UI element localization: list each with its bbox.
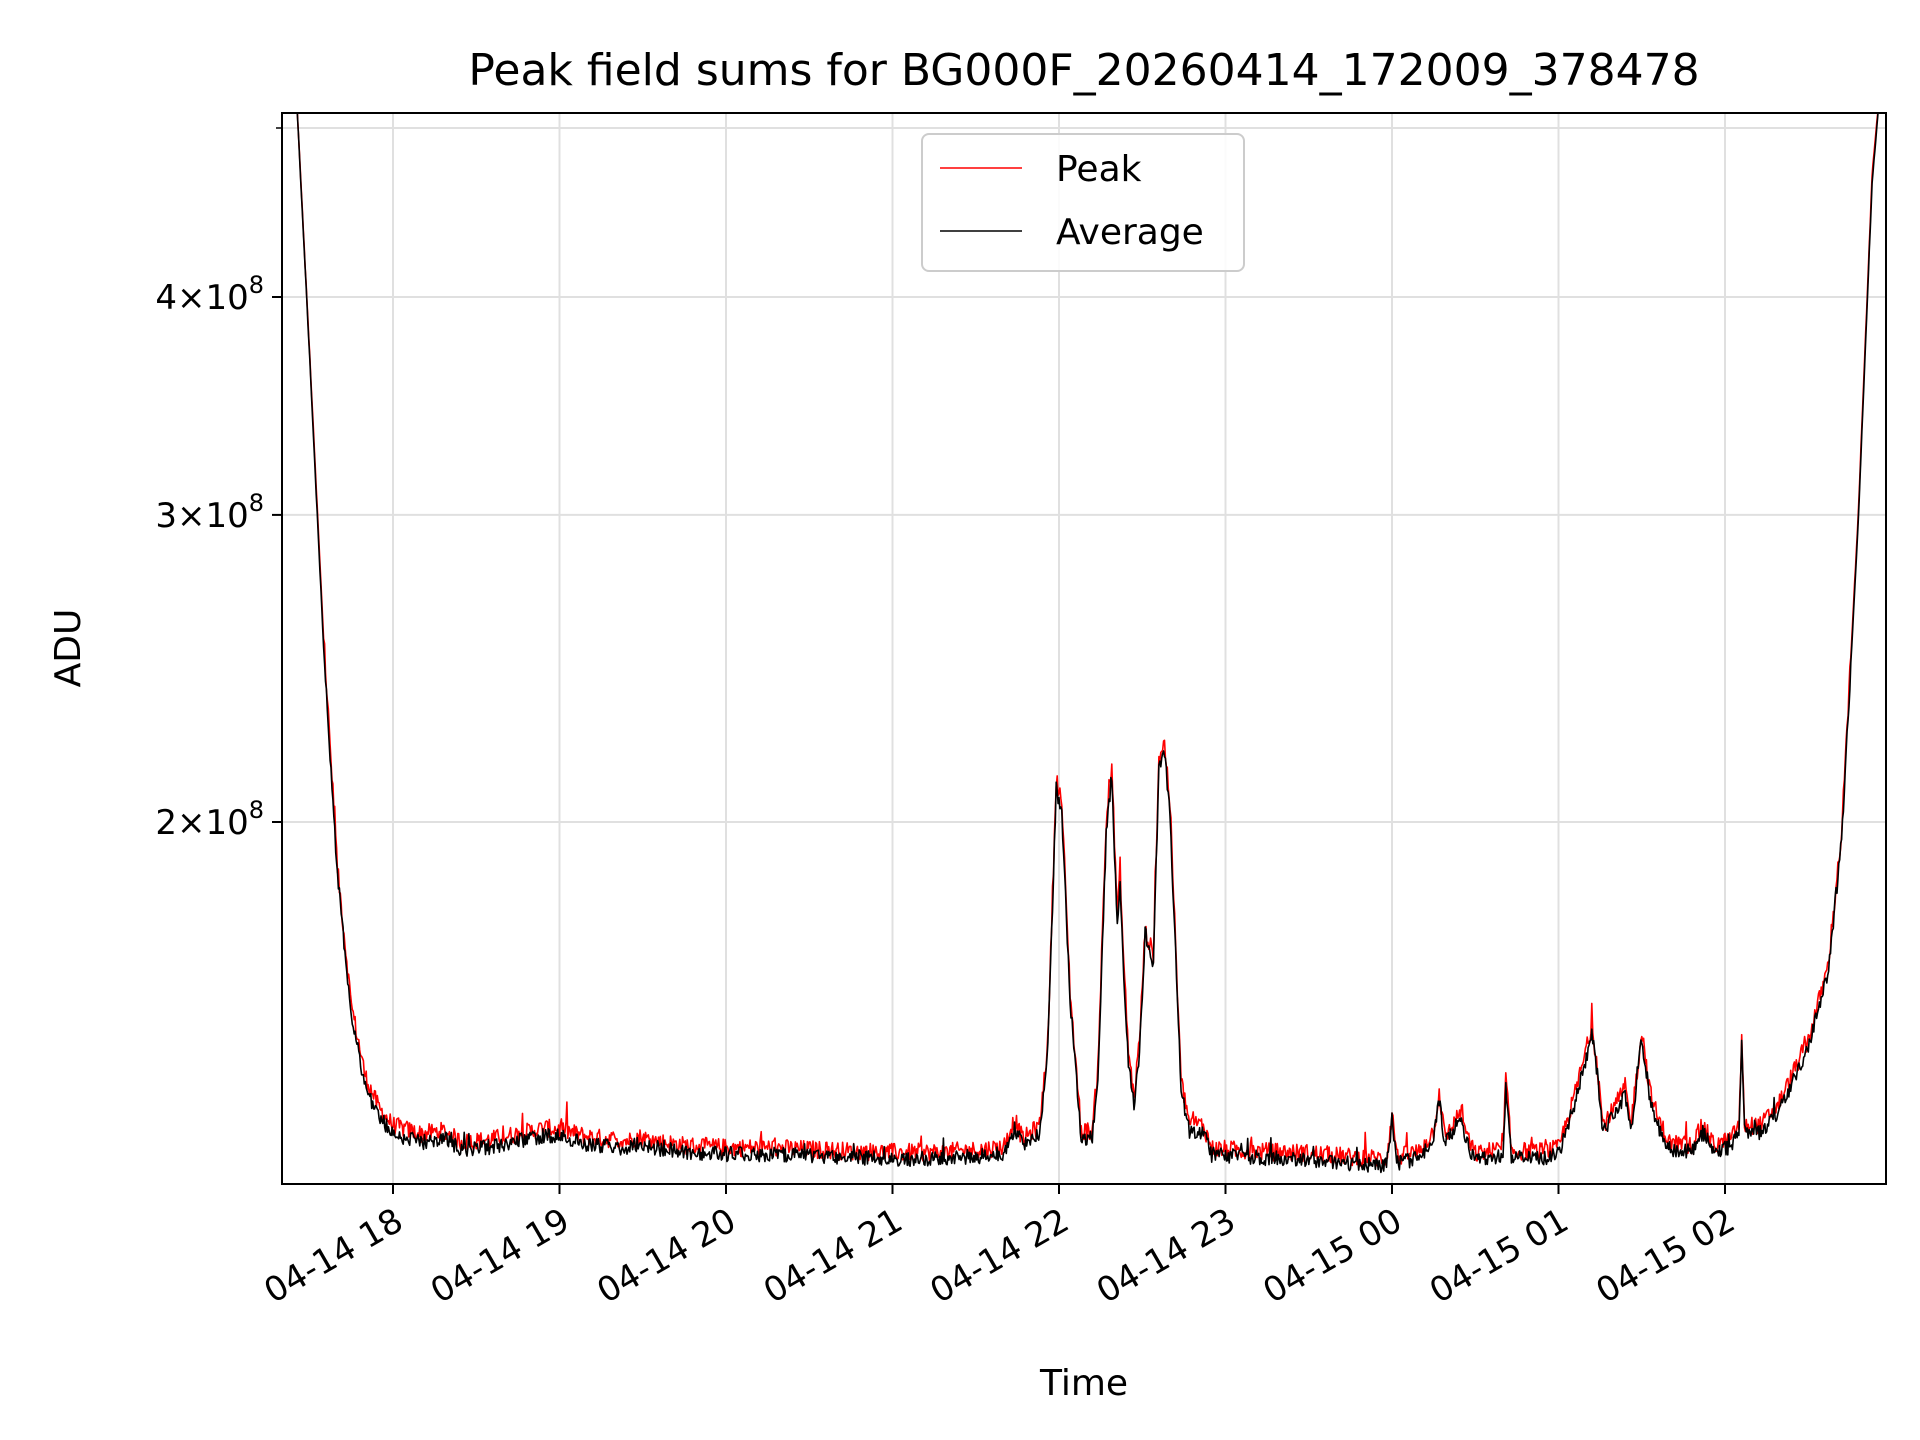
series-line-peak bbox=[296, 113, 1879, 1168]
chart-title: Peak field sums for BG000F_20260414_1720… bbox=[468, 45, 1699, 96]
grid bbox=[282, 113, 1886, 1184]
legend-label-average: Average bbox=[1056, 212, 1204, 253]
y-tick-times: ×10 bbox=[177, 803, 249, 843]
y-axis-label: ADU bbox=[48, 609, 89, 688]
y-tick-mantissa: 3 bbox=[155, 496, 177, 536]
y-tick-exponent: 8 bbox=[249, 489, 264, 517]
y-tick-label: 4×108 bbox=[155, 271, 264, 318]
legend-label-peak: Peak bbox=[1056, 149, 1142, 190]
y-tick-label: 3×108 bbox=[155, 489, 264, 536]
plot-frame bbox=[281, 112, 1887, 1185]
y-tick-times: ×10 bbox=[177, 278, 249, 318]
series-layer bbox=[296, 113, 1879, 1174]
y-tick-exponent: 8 bbox=[249, 271, 264, 299]
y-tick-exponent: 8 bbox=[249, 796, 264, 824]
x-axis-label: Time bbox=[1039, 1363, 1128, 1404]
y-tick-label: 2×108 bbox=[155, 796, 264, 843]
y-tick-mantissa: 2 bbox=[155, 803, 177, 843]
y-tick-times: ×10 bbox=[177, 496, 249, 536]
series-line-average bbox=[296, 113, 1879, 1174]
legend: Peak Average bbox=[921, 133, 1245, 272]
y-tick-mantissa: 4 bbox=[155, 278, 177, 318]
